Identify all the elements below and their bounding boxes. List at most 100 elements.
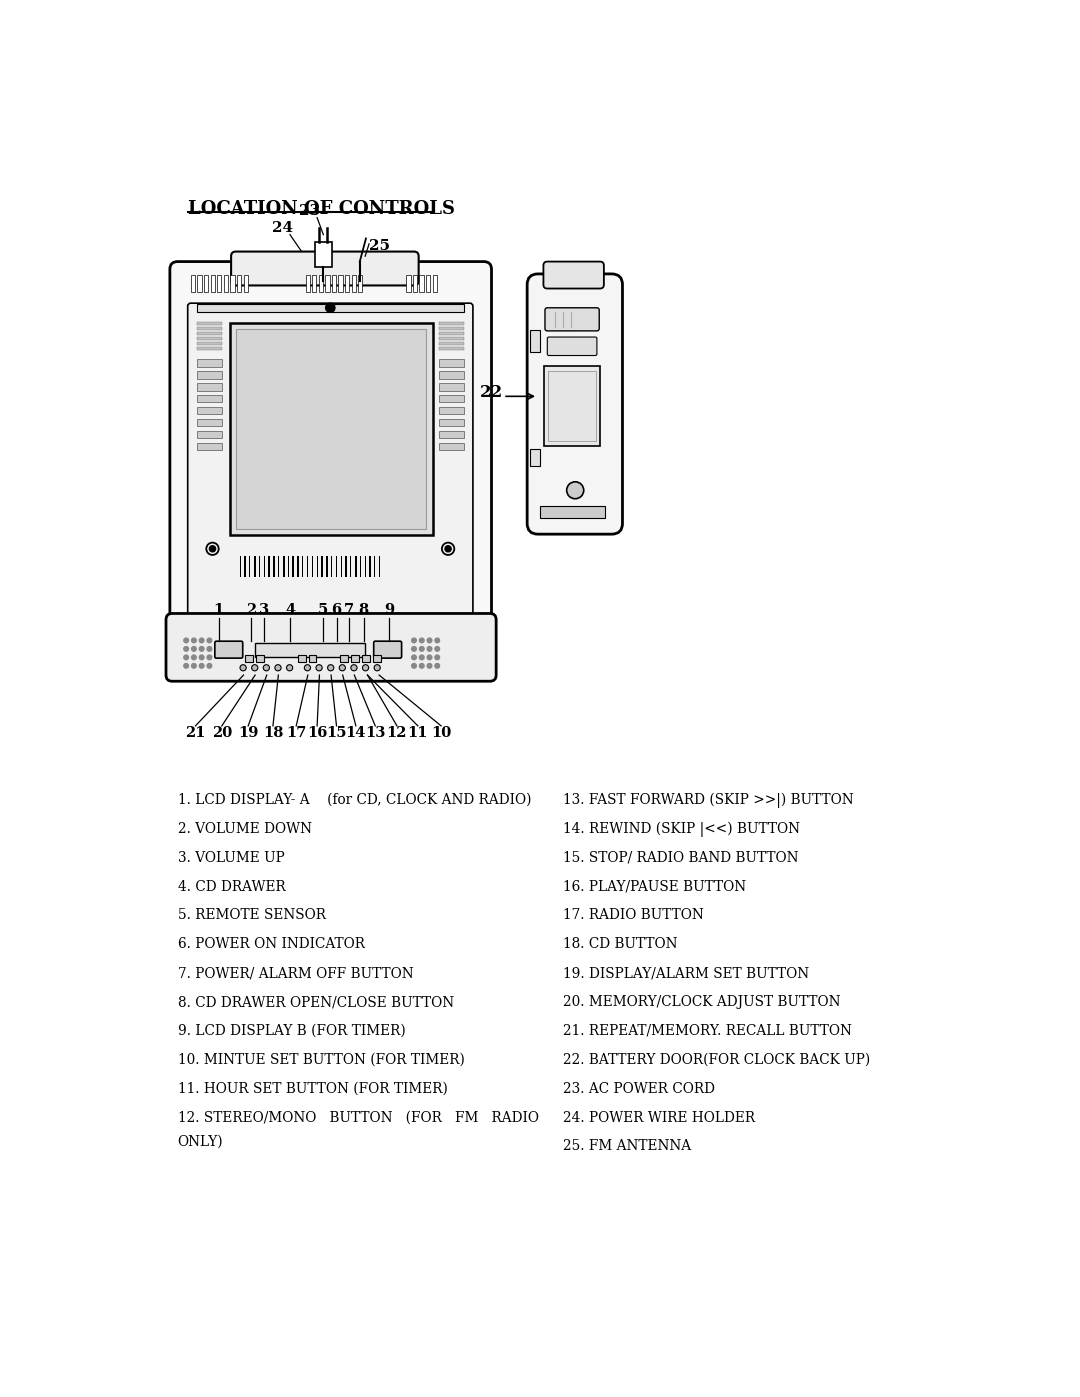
Bar — [297, 556, 299, 577]
Text: 8: 8 — [359, 602, 368, 616]
Circle shape — [351, 665, 357, 671]
Text: 5: 5 — [318, 602, 327, 616]
Bar — [438, 342, 463, 345]
Bar — [293, 556, 294, 577]
Bar — [256, 655, 264, 662]
Bar — [255, 643, 365, 657]
FancyBboxPatch shape — [188, 303, 473, 637]
FancyBboxPatch shape — [215, 641, 243, 658]
Bar — [322, 556, 323, 577]
Bar — [350, 556, 351, 577]
Circle shape — [363, 665, 368, 671]
Text: 6: 6 — [332, 602, 341, 616]
Circle shape — [200, 638, 204, 643]
Bar — [340, 655, 348, 662]
Bar — [243, 275, 247, 292]
Bar — [264, 556, 265, 577]
Bar — [374, 556, 376, 577]
Bar — [351, 655, 359, 662]
Circle shape — [252, 665, 258, 671]
Bar — [379, 556, 380, 577]
Bar — [244, 556, 245, 577]
Text: 4: 4 — [285, 602, 295, 616]
FancyBboxPatch shape — [170, 261, 491, 654]
Bar — [326, 556, 328, 577]
FancyBboxPatch shape — [231, 251, 419, 285]
Text: 10: 10 — [431, 726, 451, 740]
Bar — [330, 556, 333, 577]
Circle shape — [191, 655, 197, 659]
Circle shape — [191, 638, 197, 643]
Text: 17: 17 — [286, 726, 307, 740]
Bar — [325, 275, 329, 292]
Bar — [309, 655, 316, 662]
Circle shape — [264, 665, 270, 671]
Text: 3. VOLUME UP: 3. VOLUME UP — [177, 851, 284, 865]
Bar — [359, 275, 363, 292]
Text: LOCATION OF CONTROLS: LOCATION OF CONTROLS — [188, 200, 455, 218]
Bar — [419, 275, 423, 292]
Bar — [360, 556, 361, 577]
FancyBboxPatch shape — [527, 274, 622, 534]
Bar — [197, 419, 221, 426]
Circle shape — [428, 638, 432, 643]
Bar — [319, 275, 323, 292]
Text: 1: 1 — [214, 602, 224, 616]
Bar — [369, 556, 372, 577]
Text: 25. FM ANTENNA: 25. FM ANTENNA — [563, 1140, 691, 1154]
Text: 16: 16 — [307, 726, 327, 740]
Bar — [240, 556, 241, 577]
Bar — [438, 332, 463, 335]
Bar — [530, 448, 540, 465]
Text: 10. MINTUE SET BUTTON (FOR TIMER): 10. MINTUE SET BUTTON (FOR TIMER) — [177, 1053, 464, 1067]
FancyBboxPatch shape — [374, 641, 402, 658]
Bar — [413, 275, 417, 292]
Bar — [197, 372, 221, 379]
Bar — [269, 556, 270, 577]
Bar — [287, 556, 289, 577]
Text: 21: 21 — [185, 726, 205, 740]
Bar — [278, 556, 280, 577]
Bar — [362, 655, 369, 662]
Circle shape — [419, 647, 424, 651]
FancyBboxPatch shape — [166, 613, 496, 682]
Bar — [312, 556, 313, 577]
Bar — [245, 655, 253, 662]
Text: 2. VOLUME DOWN: 2. VOLUME DOWN — [177, 821, 312, 835]
Bar — [433, 275, 437, 292]
Text: 2: 2 — [246, 602, 256, 616]
Text: 16. PLAY/PAUSE BUTTON: 16. PLAY/PAUSE BUTTON — [563, 880, 746, 894]
Circle shape — [339, 665, 346, 671]
Circle shape — [240, 665, 246, 671]
Text: 7: 7 — [343, 602, 354, 616]
Bar — [426, 275, 430, 292]
Text: 15. STOP/ RADIO BAND BUTTON: 15. STOP/ RADIO BAND BUTTON — [563, 851, 798, 865]
Text: 24: 24 — [272, 221, 293, 235]
Circle shape — [411, 647, 416, 651]
Text: 25: 25 — [369, 239, 390, 253]
Circle shape — [191, 647, 197, 651]
Circle shape — [326, 303, 335, 313]
Circle shape — [184, 638, 189, 643]
Bar — [197, 407, 221, 415]
Circle shape — [411, 655, 416, 659]
Bar — [332, 275, 336, 292]
Bar — [355, 556, 356, 577]
Text: 18. CD BUTTON: 18. CD BUTTON — [563, 937, 677, 951]
Bar — [336, 556, 337, 577]
Bar — [197, 443, 221, 450]
Bar — [197, 305, 463, 312]
Circle shape — [435, 638, 440, 643]
Circle shape — [286, 665, 293, 671]
Bar — [273, 556, 274, 577]
Text: 18: 18 — [262, 726, 283, 740]
Text: 20. MEMORY/CLOCK ADJUST BUTTON: 20. MEMORY/CLOCK ADJUST BUTTON — [563, 995, 840, 1009]
Circle shape — [184, 655, 189, 659]
Circle shape — [191, 664, 197, 668]
FancyBboxPatch shape — [548, 337, 597, 355]
Bar — [340, 556, 342, 577]
Bar — [352, 275, 356, 292]
Text: 21. REPEAT/MEMORY. RECALL BUTTON: 21. REPEAT/MEMORY. RECALL BUTTON — [563, 1024, 852, 1038]
Bar — [197, 342, 221, 345]
Bar — [235, 330, 427, 529]
